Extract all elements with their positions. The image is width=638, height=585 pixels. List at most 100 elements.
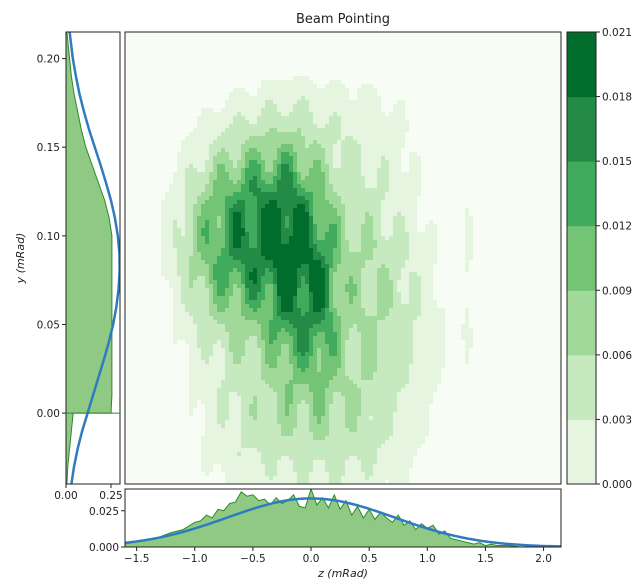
contour-cell [289,424,294,429]
contour-cell [129,384,134,389]
contour-cell [181,224,186,229]
contour-cell [137,152,142,157]
contour-cell [249,156,254,161]
contour-cell [217,392,222,397]
contour-cell [133,360,138,365]
contour-cell [269,140,274,145]
contour-cell [157,128,162,133]
contour-cell [241,300,246,305]
contour-cell [221,104,226,109]
contour-cell [249,68,254,73]
contour-cell [153,48,158,53]
contour-cell [297,116,302,121]
contour-cell [189,248,194,253]
contour-cell [257,444,262,449]
contour-cell [161,380,166,385]
contour-cell [161,284,166,289]
contour-cell [177,436,182,441]
contour-cell [165,416,170,421]
contour-cell [181,96,186,101]
contour-cell [125,344,130,349]
contour-cell [249,316,254,321]
contour-cell [249,392,254,397]
contour-cell [177,336,182,341]
contour-cell [233,128,238,133]
contour-cell [189,312,194,317]
contour-cell [197,408,202,413]
contour-cell [133,304,138,309]
contour-cell [277,372,282,377]
contour-cell [209,356,214,361]
contour-cell [153,92,158,97]
contour-cell [137,384,142,389]
contour-cell [249,276,254,281]
contour-cell [293,384,298,389]
contour-cell [153,300,158,305]
contour-cell [233,292,238,297]
contour-cell [129,272,134,277]
contour-cell [237,144,242,149]
contour-cell [229,368,234,373]
contour-cell [217,412,222,417]
contour-cell [193,200,198,205]
contour-cell [257,468,262,473]
contour-cell [285,100,290,105]
contour-cell [137,212,142,217]
contour-cell [221,400,226,405]
contour-cell [177,256,182,261]
contour-cell [133,212,138,217]
contour-cell [289,312,294,317]
contour-cell [141,172,146,177]
contour-cell [257,196,262,201]
contour-cell [217,212,222,217]
contour-cell [201,428,206,433]
contour-cell [197,104,202,109]
contour-cell [157,120,162,125]
contour-cell [197,236,202,241]
contour-cell [297,264,302,269]
contour-cell [205,424,210,429]
contour-cell [213,180,218,185]
contour-cell [125,216,130,221]
contour-cell [173,172,178,177]
contour-cell [181,436,186,441]
contour-cell [145,272,150,277]
contour-cell [145,152,150,157]
contour-cell [257,420,262,425]
contour-cell [285,440,290,445]
contour-cell [229,168,234,173]
contour-cell [177,76,182,81]
contour-cell [181,92,186,97]
contour-cell [217,400,222,405]
contour-cell [177,224,182,229]
contour-cell [237,328,242,333]
contour-cell [173,348,178,353]
contour-cell [245,320,250,325]
contour-cell [285,400,290,405]
contour-cell [157,156,162,161]
contour-cell [197,284,202,289]
contour-cell [297,220,302,225]
contour-cell [293,132,298,137]
contour-cell [189,108,194,113]
contour-cell [285,248,290,253]
contour-cell [265,440,270,445]
contour-cell [181,336,186,341]
contour-cell [241,212,246,217]
contour-cell [125,252,130,257]
contour-cell [189,88,194,93]
contour-cell [149,444,154,449]
contour-cell [125,220,130,225]
contour-cell [145,428,150,433]
contour-cell [189,216,194,221]
contour-cell [245,80,250,85]
contour-cell [201,456,206,461]
contour-cell [133,248,138,253]
contour-cell [217,428,222,433]
contour-cell [189,388,194,393]
contour-cell [193,352,198,357]
contour-cell [185,104,190,109]
contour-cell [205,268,210,273]
contour-cell [273,188,278,193]
contour-cell [185,460,190,465]
